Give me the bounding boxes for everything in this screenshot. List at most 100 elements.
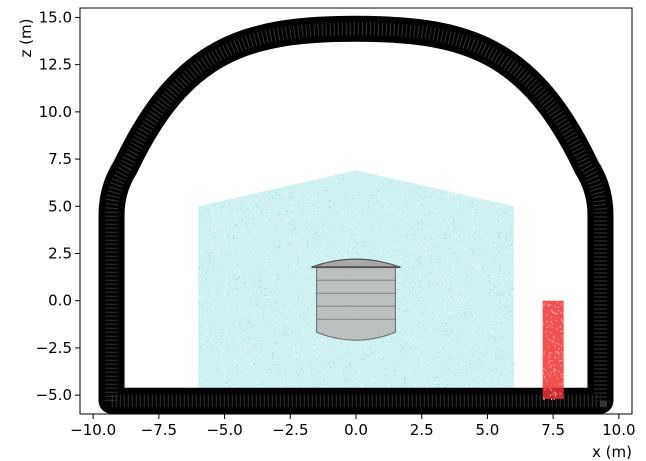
red-column-speckle bbox=[543, 351, 545, 353]
red-column-speckle bbox=[543, 368, 545, 370]
red-column-speckle bbox=[543, 303, 546, 305]
red-column-speckle bbox=[559, 360, 561, 362]
red-column-speckle bbox=[560, 312, 562, 314]
y-tick-label: 7.5 bbox=[48, 150, 72, 168]
red-column-speckle bbox=[563, 328, 565, 330]
red-column-speckle bbox=[560, 303, 562, 305]
red-column-speckle bbox=[560, 365, 562, 367]
x-axis-label: x (m) bbox=[592, 443, 632, 461]
red-column-speckle bbox=[562, 311, 564, 313]
red-column-speckle bbox=[558, 348, 560, 350]
red-column-speckle bbox=[542, 372, 544, 374]
red-column-speckle bbox=[559, 392, 561, 395]
red-column-speckle bbox=[554, 357, 556, 359]
red-column-speckle bbox=[563, 346, 565, 348]
red-column-speckle bbox=[561, 319, 563, 322]
red-column-speckle bbox=[546, 380, 548, 382]
red-column-speckle bbox=[562, 353, 564, 355]
red-column-speckle bbox=[545, 370, 547, 372]
red-column-speckle bbox=[551, 323, 553, 325]
red-column-speckle bbox=[554, 374, 556, 376]
red-column-speckle bbox=[549, 352, 551, 354]
red-column-speckle bbox=[546, 321, 548, 323]
red-column-speckle bbox=[546, 326, 548, 329]
red-column-speckle bbox=[561, 330, 563, 332]
red-column-speckle bbox=[561, 360, 563, 362]
red-column-speckle bbox=[549, 375, 551, 377]
red-column-speckle bbox=[560, 318, 562, 320]
y-tick-label: 5.0 bbox=[48, 197, 72, 215]
red-column-speckle bbox=[561, 383, 563, 385]
red-column-speckle bbox=[550, 309, 553, 311]
red-column-speckle bbox=[556, 313, 558, 315]
red-column-speckle bbox=[553, 369, 555, 371]
red-column-speckle bbox=[550, 372, 552, 374]
red-column-speckle bbox=[562, 322, 564, 324]
red-column-speckle bbox=[547, 305, 549, 307]
red-column-speckle bbox=[560, 374, 562, 376]
y-tick-label: 12.5 bbox=[39, 56, 72, 74]
y-tick-label: 15.0 bbox=[39, 8, 72, 26]
red-column-speckle bbox=[550, 332, 552, 334]
red-column-speckle bbox=[547, 346, 550, 348]
red-column-speckle bbox=[553, 337, 555, 339]
red-column-speckle bbox=[562, 338, 565, 341]
red-column-speckle bbox=[554, 345, 556, 347]
cryostat-vessel bbox=[311, 258, 401, 341]
red-column-speckle bbox=[562, 356, 564, 358]
red-column-speckle bbox=[559, 326, 561, 328]
red-column-speckle bbox=[548, 355, 551, 357]
red-column-speckle bbox=[555, 342, 557, 344]
red-column-speckle bbox=[551, 310, 553, 312]
red-column-speckle bbox=[558, 310, 560, 312]
red-column-speckle bbox=[548, 338, 550, 341]
y-tick-label: 2.5 bbox=[48, 244, 72, 262]
red-column-speckle bbox=[549, 340, 551, 342]
red-column-speckle bbox=[558, 370, 560, 372]
red-column-speckle bbox=[544, 388, 546, 391]
red-column-speckle bbox=[543, 377, 545, 379]
red-column bbox=[542, 300, 565, 400]
red-column-speckle bbox=[543, 323, 545, 325]
red-column-speckle bbox=[549, 366, 551, 368]
cavern-wall bbox=[98, 15, 614, 414]
x-tick-label: −10.0 bbox=[70, 421, 116, 439]
red-column-speckle bbox=[551, 398, 553, 400]
red-column-speckle bbox=[553, 398, 555, 400]
vessel-body bbox=[315, 266, 397, 341]
red-column-speckle bbox=[543, 398, 545, 400]
red-column-body bbox=[542, 300, 564, 399]
red-column-speckle bbox=[543, 397, 545, 399]
red-column-speckle bbox=[552, 340, 554, 342]
red-column-speckle bbox=[557, 356, 559, 359]
red-column-speckle bbox=[553, 391, 555, 393]
red-column-speckle bbox=[551, 326, 553, 328]
red-column-speckle bbox=[553, 368, 556, 370]
red-column-speckle bbox=[550, 352, 552, 354]
y-axis-label: z (m) bbox=[17, 19, 35, 58]
x-tick-label: 10.0 bbox=[602, 421, 635, 439]
red-column-speckle bbox=[556, 377, 558, 379]
red-column-speckle bbox=[548, 325, 550, 327]
red-column-speckle bbox=[555, 369, 557, 371]
red-column-speckle bbox=[546, 314, 548, 316]
red-column-speckle bbox=[556, 301, 558, 303]
red-column-speckle bbox=[549, 304, 551, 306]
red-column-speckle bbox=[556, 351, 558, 353]
red-column-speckle bbox=[555, 394, 557, 396]
red-column-speckle bbox=[548, 357, 550, 359]
red-column-speckle bbox=[558, 343, 560, 345]
red-column-speckle bbox=[553, 371, 555, 373]
red-column-speckle bbox=[547, 373, 549, 375]
x-tick-label: −7.5 bbox=[141, 421, 177, 439]
x-tick-label: −2.5 bbox=[272, 421, 308, 439]
red-column-speckle bbox=[550, 389, 553, 391]
red-column-speckle bbox=[555, 351, 557, 353]
red-column-speckle bbox=[554, 312, 556, 314]
x-axis-ticks: −10.0 −7.5 −5.0 −2.5 0.0 2.5 5.0 7.5 10.0 bbox=[70, 414, 636, 439]
y-axis-ticks: −5.0 −2.5 0.0 2.5 5.0 7.5 10.0 12.5 15.0 bbox=[36, 8, 80, 404]
red-column-speckle bbox=[548, 362, 550, 364]
red-column-speckle bbox=[552, 341, 554, 343]
x-tick-label: 2.5 bbox=[410, 421, 434, 439]
